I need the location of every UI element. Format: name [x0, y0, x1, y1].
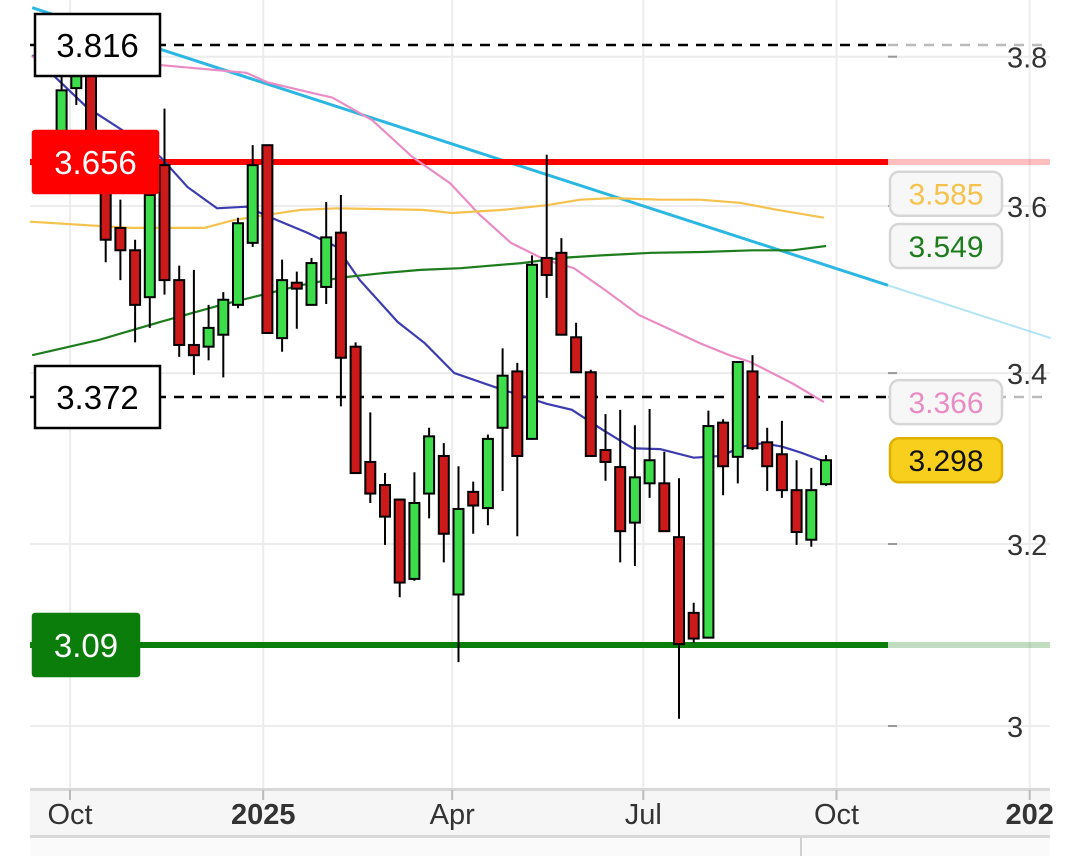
candle-up — [452, 507, 465, 596]
candle-up — [305, 262, 318, 306]
ma-pink-value-label: 3.366 — [908, 387, 983, 420]
ma-green-value-label-box — [888, 222, 1004, 270]
candle-down — [540, 256, 553, 277]
ma-line-pink — [32, 55, 825, 404]
candle-up — [408, 501, 421, 580]
candle-up — [628, 476, 641, 524]
y-tick-label: 3.4 — [1007, 359, 1047, 391]
candle-down — [775, 453, 788, 492]
ma-line-yellow — [30, 196, 825, 229]
y-tick-label: 3.8 — [1007, 43, 1047, 75]
y-tick-label: 3 — [1007, 712, 1023, 744]
candle-down — [687, 611, 700, 640]
candle-up — [805, 489, 818, 541]
candle-down — [437, 454, 450, 535]
price-level-label-box — [31, 612, 141, 678]
candle-down — [85, 71, 97, 136]
ma-green-value-label: 3.549 — [908, 231, 983, 264]
candle-up — [232, 222, 244, 306]
candle-down — [717, 421, 730, 468]
price-level-label: 3.372 — [56, 379, 139, 416]
candle-up — [276, 279, 289, 340]
price-level-label: 3.816 — [56, 27, 139, 64]
y-tick-label: 3.2 — [1007, 530, 1047, 562]
last-price-label: 3.298 — [908, 445, 983, 478]
candle-down — [761, 441, 774, 468]
candle-up — [143, 193, 156, 299]
candle-up — [246, 164, 259, 244]
candle-down — [173, 279, 186, 346]
candle-up — [496, 374, 509, 429]
last-price-label-box — [888, 436, 1004, 484]
trendline — [31, 6, 889, 287]
candle-up — [481, 437, 494, 510]
candle-down — [129, 249, 142, 306]
candle-up — [202, 326, 215, 348]
candle-down — [614, 466, 627, 533]
price-level-label-box — [31, 129, 160, 195]
candle-down — [364, 460, 377, 495]
candle-down — [334, 231, 347, 359]
price-level-label-box — [33, 12, 162, 78]
ma-line-green — [31, 244, 827, 357]
grid — [30, 0, 1050, 788]
candle-down — [570, 336, 583, 374]
indicator-value-labels: 3.585 3.549 3.366 3.298 — [888, 170, 1004, 484]
candle-up — [820, 459, 832, 486]
candle-up — [217, 298, 230, 336]
candle-up — [55, 89, 68, 136]
candle-up — [320, 236, 333, 288]
candle-down — [187, 343, 200, 357]
candle-down — [599, 448, 612, 463]
price-level-labels: 3.816 3.656 3.372 3.09 — [31, 12, 162, 678]
candles — [55, 59, 832, 719]
price-level-label: 3.656 — [54, 144, 137, 181]
candle-down — [746, 370, 759, 450]
x-axis-band[interactable] — [30, 788, 1050, 838]
y-tick-label: 3.6 — [1007, 192, 1047, 224]
candle-up — [526, 263, 538, 440]
candle-down — [658, 482, 671, 533]
ma-yellow-value-label-box — [888, 170, 1004, 217]
trendline-projection — [887, 284, 1052, 340]
candle-down — [158, 164, 171, 282]
ma-yellow-value-label: 3.585 — [908, 179, 983, 212]
candle-down — [584, 371, 597, 457]
candle-up — [423, 435, 436, 495]
price-level-label-box — [33, 364, 162, 430]
candle-up — [731, 361, 744, 458]
candle-down — [349, 345, 362, 475]
candle-down — [261, 144, 274, 335]
candle-up — [702, 425, 715, 639]
ma-pink-value-label-box — [888, 378, 1004, 426]
candle-down — [555, 251, 568, 336]
candle-down — [790, 489, 803, 534]
price-level-label: 3.09 — [54, 627, 118, 664]
candle-down — [290, 281, 303, 290]
candle-down — [379, 484, 391, 518]
candle-down — [673, 536, 685, 646]
candle-up — [643, 459, 656, 485]
bottom-panel — [30, 838, 1050, 856]
candle-down — [114, 226, 127, 252]
candle-down — [511, 370, 524, 457]
candle-down — [467, 490, 480, 507]
panel-divider — [800, 838, 802, 856]
candle-down — [393, 498, 406, 584]
